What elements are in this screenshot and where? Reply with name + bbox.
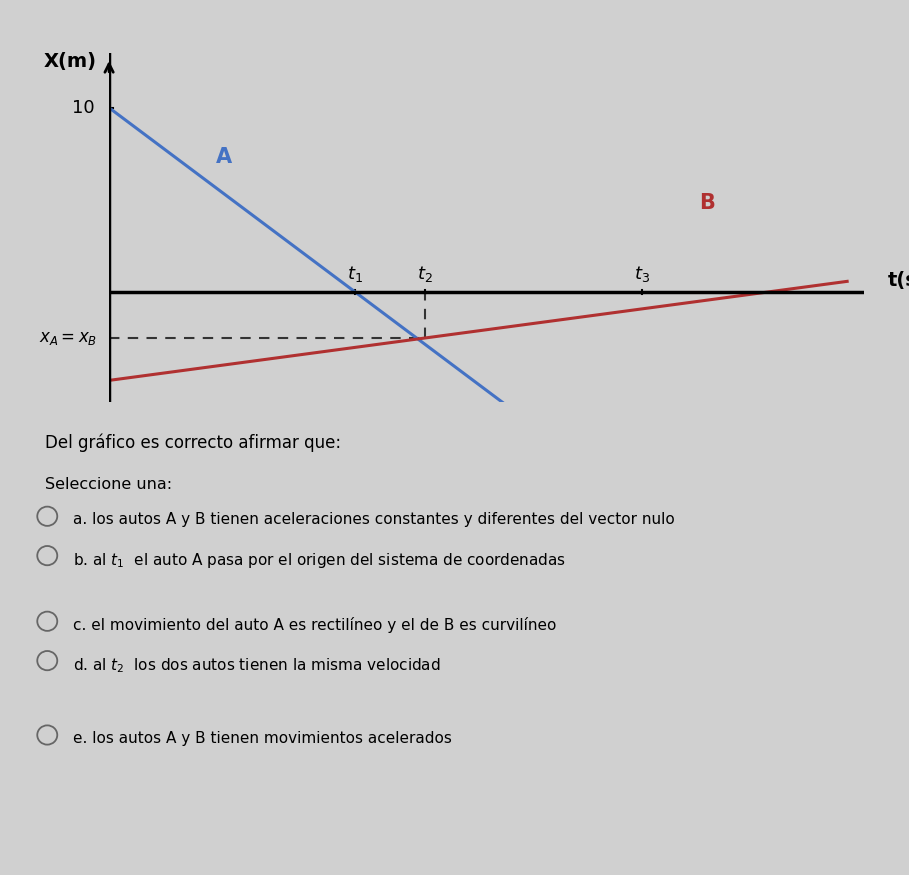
Text: b. al $t_1$  el auto A pasa por el origen del sistema de coordenadas: b. al $t_1$ el auto A pasa por el origen… <box>73 551 565 570</box>
Text: Del gráfico es correcto afirmar que:: Del gráfico es correcto afirmar que: <box>45 433 342 452</box>
Text: $x_A=x_B$: $x_A=x_B$ <box>38 329 96 347</box>
Text: X(m): X(m) <box>44 52 96 72</box>
Text: a. los autos A y B tienen aceleraciones constantes y diferentes del vector nulo: a. los autos A y B tienen aceleraciones … <box>73 512 674 527</box>
Text: $t_3$: $t_3$ <box>634 263 650 284</box>
Text: A: A <box>215 147 232 167</box>
Text: Seleccione una:: Seleccione una: <box>45 477 173 492</box>
Text: $t_2$: $t_2$ <box>417 263 433 284</box>
Text: 10: 10 <box>72 99 95 116</box>
Text: B: B <box>700 193 715 214</box>
Text: $t_1$: $t_1$ <box>347 263 363 284</box>
Text: c. el movimiento del auto A es rectilíneo y el de B es curvilíneo: c. el movimiento del auto A es rectilíne… <box>73 617 556 633</box>
Text: d. al $t_2$  los dos autos tienen la misma velocidad: d. al $t_2$ los dos autos tienen la mism… <box>73 656 440 675</box>
Text: e. los autos A y B tienen movimientos acelerados: e. los autos A y B tienen movimientos ac… <box>73 731 452 746</box>
Text: t(s): t(s) <box>888 271 909 290</box>
